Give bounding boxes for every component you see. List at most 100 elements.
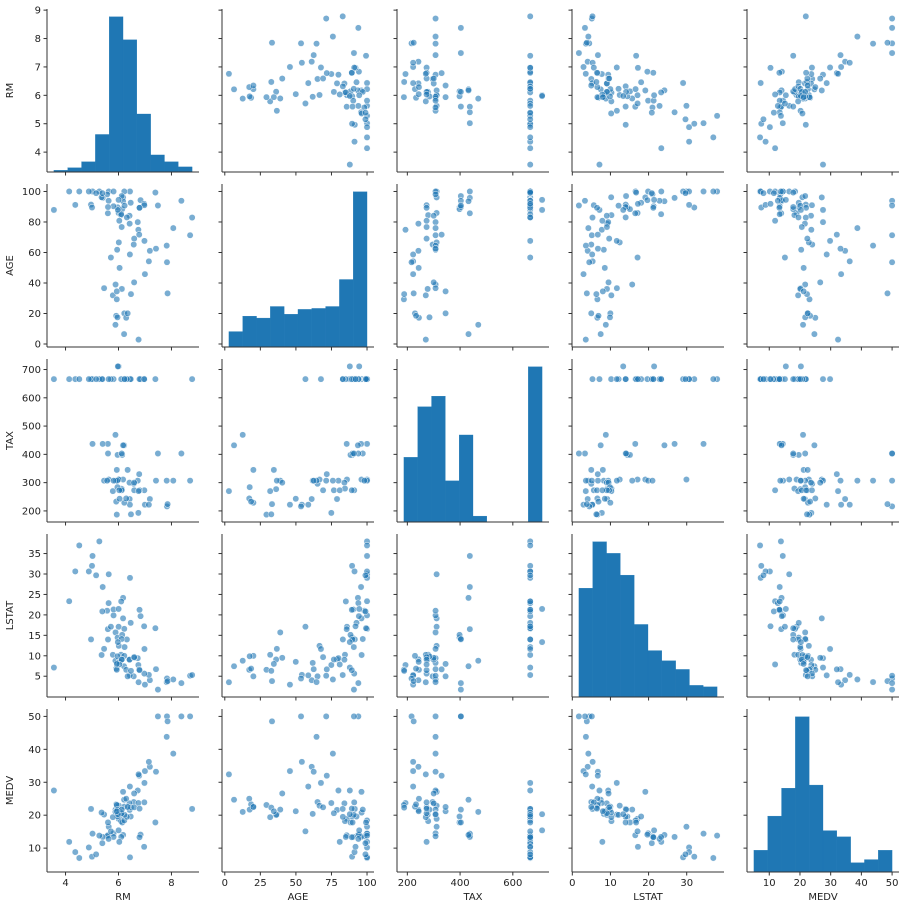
scatter-point <box>348 606 356 614</box>
scatter-point <box>355 605 363 613</box>
scatter-point <box>309 659 317 667</box>
scatter-point <box>526 651 534 659</box>
x-tick-label: 0 <box>569 878 575 889</box>
scatter-point <box>526 597 534 605</box>
scatter-point <box>363 832 371 840</box>
scatter-point <box>457 806 465 814</box>
scatter-point <box>402 70 409 78</box>
y-tick-label: 7 <box>35 62 41 73</box>
scatter-point <box>637 78 645 86</box>
scatter-point <box>819 206 827 214</box>
scatter-point <box>423 217 431 225</box>
scatter-point <box>657 833 665 841</box>
scatter-point <box>362 52 370 60</box>
histogram-bar <box>311 308 326 348</box>
scatter-point <box>575 712 583 720</box>
scatter-point <box>432 768 440 776</box>
scatter-point <box>177 712 185 720</box>
scatter-point <box>151 818 159 826</box>
scatter-point <box>466 209 474 217</box>
scatter-point <box>771 660 779 668</box>
scatter-point <box>230 662 238 670</box>
scatter-point <box>613 779 621 787</box>
scatter-point <box>75 854 83 862</box>
scatter-point <box>107 254 115 261</box>
scatter-point <box>583 500 591 508</box>
histogram-bar <box>284 314 299 348</box>
scatter-point <box>526 779 534 787</box>
scatter-point <box>584 224 592 232</box>
scatter-point <box>599 93 607 101</box>
scatter-point <box>336 838 344 846</box>
scatter-point <box>598 217 606 225</box>
scatter-point <box>121 375 129 383</box>
scatter-point <box>117 597 125 605</box>
scatter-point <box>152 665 160 673</box>
scatter-point <box>770 109 778 117</box>
scatter-point <box>358 651 366 659</box>
y-tick-label: 80 <box>28 217 41 228</box>
scatter-point <box>782 605 790 613</box>
scatter-point <box>351 567 358 575</box>
scatter-point <box>770 189 778 197</box>
x-tick-label: 50 <box>886 878 899 889</box>
scatter-point <box>135 678 143 686</box>
scatter-point <box>135 231 143 239</box>
y-axis-label: RM <box>5 83 16 99</box>
scatter-point <box>362 115 369 123</box>
scatter-point <box>649 69 657 77</box>
scatter-point <box>432 628 440 636</box>
scatter-point <box>323 470 331 478</box>
scatter-point <box>804 82 812 89</box>
scatter-point <box>888 450 896 457</box>
scatter-point <box>118 450 126 457</box>
scatter-point <box>130 790 138 797</box>
scatter-point <box>819 218 827 226</box>
scatter-point <box>833 665 841 673</box>
scatter-point <box>426 313 433 321</box>
scatter-point <box>794 97 802 105</box>
scatter-point <box>301 375 309 383</box>
scatter-point <box>777 537 785 545</box>
y-tick-label: 700 <box>22 365 41 376</box>
scatter-point <box>152 245 160 253</box>
scatter-point <box>350 643 358 651</box>
histogram-bar <box>689 685 704 698</box>
scatter-point <box>800 264 808 272</box>
scatter-point <box>363 144 371 152</box>
scatter-point <box>415 658 423 666</box>
scatter-point <box>592 290 600 298</box>
x-tick-label: 30 <box>680 878 693 889</box>
scatter-point <box>415 83 423 91</box>
scatter-point <box>104 209 112 217</box>
x-tick-label: 8 <box>168 878 174 889</box>
scatter-point <box>409 59 417 67</box>
scatter-point <box>589 12 596 20</box>
y-tick-label: 10 <box>28 844 41 855</box>
scatter-point <box>766 123 774 131</box>
scatter-point <box>126 188 134 195</box>
scatter-point <box>581 712 589 720</box>
scatter-point <box>357 583 365 591</box>
scatter-point <box>810 330 818 338</box>
scatter-point <box>354 102 362 110</box>
scatter-point <box>278 790 286 797</box>
scatter-point <box>632 85 640 93</box>
histogram-bar <box>353 191 368 348</box>
scatter-point <box>105 197 113 205</box>
scatter-point <box>622 103 630 111</box>
scatter-point <box>779 119 787 127</box>
x-axis-label: MEDV <box>808 892 837 903</box>
scatter-point <box>622 213 630 221</box>
scatter-point <box>605 803 613 811</box>
scatter-point <box>526 787 534 794</box>
histogram-bar <box>528 366 543 523</box>
scatter-point <box>682 375 689 383</box>
scatter-point <box>422 336 430 344</box>
scatter-point <box>649 833 657 841</box>
histogram-bar <box>781 788 796 873</box>
scatter-point <box>362 839 369 847</box>
y-tick-label: 400 <box>22 450 41 461</box>
scatter-point <box>595 312 602 320</box>
y-tick-label: 40 <box>28 278 41 289</box>
